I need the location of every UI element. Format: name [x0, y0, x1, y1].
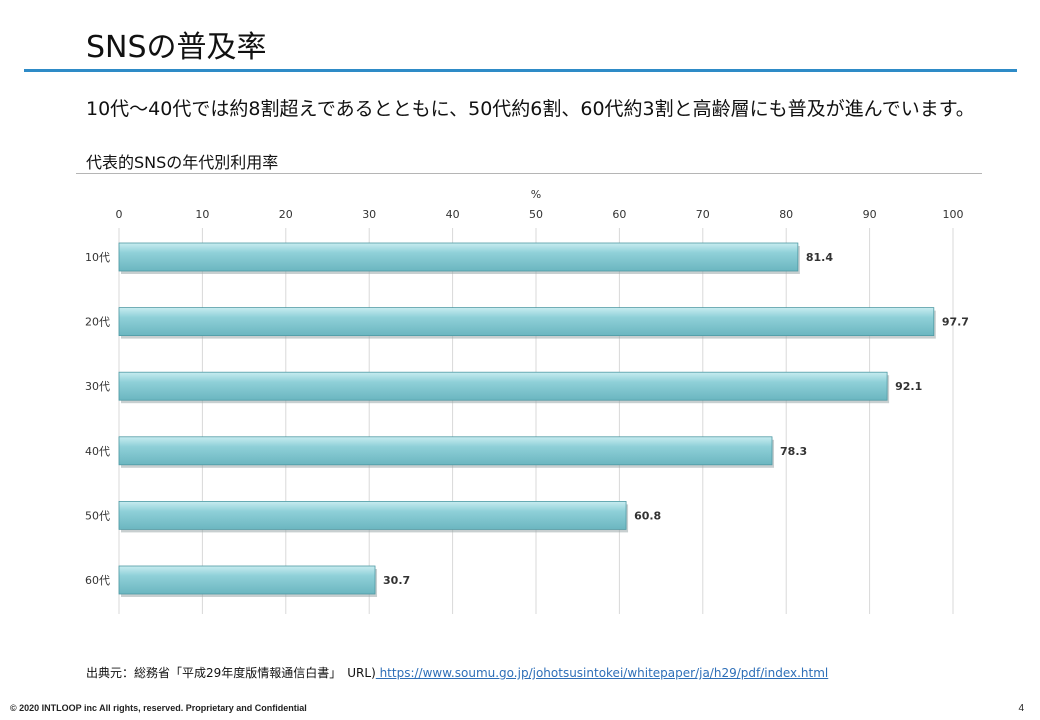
bar-value-label: 92.1	[895, 380, 922, 393]
bar	[118, 436, 773, 466]
x-tick-label: 40	[446, 208, 460, 221]
y-category-label: 50代	[85, 509, 110, 522]
title-divider	[24, 69, 1017, 72]
source-citation: 出典元：総務省「平成29年度版情報通信白書」 URL) https://www.…	[86, 664, 828, 681]
x-tick-label: 90	[863, 208, 877, 221]
bar	[118, 371, 888, 401]
source-label: 出典元：総務省「平成29年度版情報通信白書」 URL)	[86, 666, 376, 680]
x-tick-label: 20	[279, 208, 293, 221]
source-link[interactable]: https://www.soumu.go.jp/johotsusintokei/…	[375, 666, 829, 680]
chart-gridlines	[118, 228, 954, 614]
bar	[118, 500, 627, 530]
y-category-label: 20代	[85, 316, 110, 329]
x-tick-label: 100	[943, 208, 964, 221]
bar	[118, 565, 376, 595]
chart-heading: 代表的SNSの年代別利用率	[86, 153, 279, 172]
y-category-label: 60代	[85, 574, 110, 587]
bar	[118, 242, 799, 272]
copyright-footer: © 2020 INTLOOP inc All rights, reserved.…	[10, 703, 307, 713]
slide-headline: 10代～40代では約8割超えであるとともに、50代約6割、60代約3割と高齢層に…	[86, 98, 975, 120]
chart-heading-divider	[76, 173, 982, 174]
y-category-label: 40代	[85, 445, 110, 458]
y-category-label: 30代	[85, 380, 110, 393]
x-tick-label: 30	[362, 208, 376, 221]
x-tick-label: 70	[696, 208, 710, 221]
bar-value-label: 60.8	[634, 509, 661, 522]
bar	[118, 307, 935, 337]
x-tick-label: 10	[195, 208, 209, 221]
x-tick-label: 60	[612, 208, 626, 221]
bar-value-label: 97.7	[942, 316, 969, 329]
slide-title: SNSの普及率	[86, 30, 267, 65]
x-axis-ticks: 0 10 20 30 40 50 60 70 80 90 100	[116, 208, 964, 221]
x-tick-label: 0	[116, 208, 123, 221]
bar-value-label: 30.7	[383, 574, 410, 587]
page-number: 4	[1018, 703, 1024, 714]
bar-value-label: 81.4	[806, 251, 833, 264]
x-tick-label: 50	[529, 208, 543, 221]
axis-unit-label: %	[531, 188, 541, 201]
x-tick-label: 80	[779, 208, 793, 221]
y-category-label: 10代	[85, 251, 110, 264]
chart-bars: 10代 81.4 20代 97.7 30代 92.1 40代 78.3 50代 60.8 60代 30…	[85, 242, 969, 597]
bar-value-label: 78.3	[780, 445, 807, 458]
